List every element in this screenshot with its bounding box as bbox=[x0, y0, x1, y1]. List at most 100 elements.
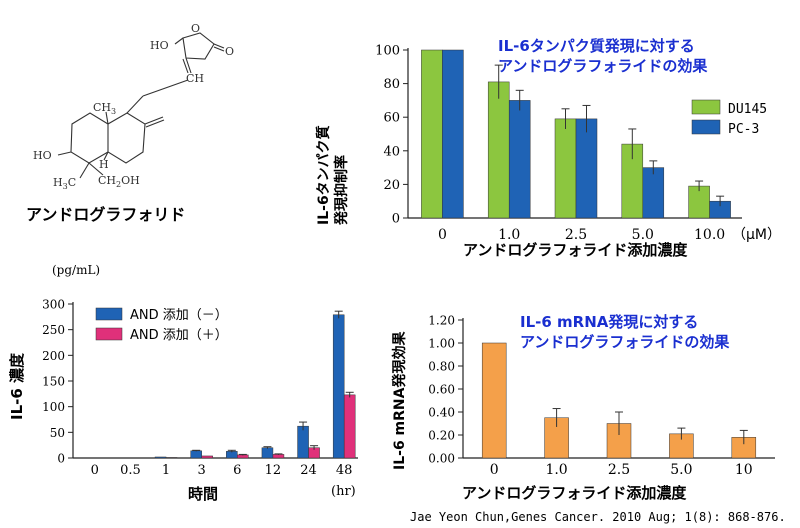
c1-bar bbox=[487, 81, 510, 219]
c1-category-label: 1.0 bbox=[498, 227, 520, 243]
c2-legend-label: AND 添加（－） bbox=[130, 308, 228, 323]
c1-legend-swatch bbox=[691, 99, 721, 115]
chart1-title-line1: IL-6タンパク質発現に対する bbox=[498, 37, 695, 55]
chart2-unit-top: (pg/mL) bbox=[52, 263, 100, 277]
atom-ch3-b: H3C bbox=[53, 176, 76, 191]
chart1-ylabel: IL-6タンパク質 発現抑制率 bbox=[315, 125, 350, 226]
c2-legend-swatch bbox=[95, 327, 123, 341]
c3-ytick-label: 1.00 bbox=[428, 337, 455, 351]
atom-ho-left: HO bbox=[33, 149, 52, 162]
citation: Jae Yeon Chun,Genes Cancer. 2010 Aug; 1(… bbox=[410, 510, 786, 524]
c1-legend-label: PC-3 bbox=[728, 122, 759, 137]
c3-category-label: 5.0 bbox=[670, 462, 692, 478]
c1-bar bbox=[508, 100, 531, 219]
c1-bar bbox=[642, 167, 665, 219]
c3-bar bbox=[481, 342, 507, 459]
atom-o-ring: O bbox=[191, 22, 200, 35]
c2-bar bbox=[332, 314, 345, 459]
c3-category-label: 10 bbox=[735, 462, 753, 478]
keto-bond bbox=[213, 43, 225, 49]
chart1-ylabel-line2: 発現抑制率 bbox=[333, 155, 350, 226]
c2-category-label: 12 bbox=[265, 463, 282, 478]
c2-bar bbox=[154, 456, 167, 459]
chart2-unit: (hr) bbox=[331, 484, 356, 499]
chart1-unit: （μM） bbox=[732, 227, 781, 243]
mrna-expression-chart: IL-6 mRNA発現効果 IL-6 mRNA発現に対する アンドログラフォライ… bbox=[391, 313, 775, 502]
c3-category-label: 1.0 bbox=[545, 462, 567, 478]
atom-ch3-a: CH3 bbox=[93, 101, 116, 116]
chart3-xlabel: アンドログラフォライド添加濃度 bbox=[462, 484, 687, 502]
c3-ytick-label: 0.20 bbox=[428, 429, 455, 443]
c3-category-label: 0 bbox=[490, 462, 499, 478]
c2-ytick-label: 200 bbox=[42, 349, 65, 363]
il6-concentration-chart: (pg/mL) IL-6 濃度 時間 (hr) 0 50 100 150 200 250 3… bbox=[8, 263, 358, 503]
ring-a bbox=[70, 112, 109, 164]
c1-bar bbox=[442, 49, 464, 219]
chart2-xlabel: 時間 bbox=[188, 485, 218, 503]
andrographolide-structure bbox=[57, 32, 225, 179]
atom-ho-top: HO bbox=[150, 39, 169, 52]
atom-h: H bbox=[99, 158, 109, 171]
chart3-ylabel: IL-6 mRNA発現効果 bbox=[391, 331, 408, 470]
molecule-name: アンドログラフォリド bbox=[26, 205, 185, 224]
lactone-ring bbox=[182, 32, 215, 60]
chart2-ylabel: IL-6 濃度 bbox=[8, 352, 26, 420]
c1-category-label: 2.5 bbox=[565, 227, 587, 243]
chart1-ylabel-line1: IL-6タンパク質 bbox=[315, 125, 332, 225]
chart3-title-line1: IL-6 mRNA発現に対する bbox=[520, 313, 698, 331]
c1-legend-swatch bbox=[691, 119, 721, 135]
exocyclic-bond bbox=[185, 57, 192, 74]
c2-category-label: 6 bbox=[233, 463, 241, 478]
c2-bar bbox=[190, 450, 202, 459]
c3-category-label: 2.5 bbox=[608, 462, 630, 478]
ho-bond bbox=[174, 37, 184, 45]
c3-ytick-label: 0.40 bbox=[428, 406, 455, 420]
c2-category-label: 3 bbox=[198, 463, 206, 478]
c2-ytick-label: 250 bbox=[42, 323, 65, 337]
c2-category-label: 1 bbox=[162, 463, 170, 478]
c2-bar bbox=[165, 457, 178, 459]
molecule-atom-labels: HO O O CH CH3 HO H H3C CH2OH bbox=[33, 22, 234, 191]
c1-bar bbox=[421, 49, 443, 219]
protein-inhibition-chart: IL-6タンパク質 発現抑制率 IL-6タンパク質発現に対する アンドログラフォ… bbox=[315, 37, 781, 259]
atom-ch2oh: CH2OH bbox=[98, 174, 140, 189]
c2-category-label: 0 bbox=[91, 463, 99, 478]
c1-category-label: 0 bbox=[438, 227, 447, 243]
c2-bar bbox=[343, 394, 356, 459]
c1-category-label: 10.0 bbox=[694, 227, 725, 243]
c2-bar bbox=[201, 455, 213, 459]
c1-category-label: 5.0 bbox=[632, 227, 654, 243]
c2-bar bbox=[297, 425, 309, 459]
c1-ytick-label: 60 bbox=[383, 111, 400, 126]
c2-ytick-label: 50 bbox=[50, 426, 65, 440]
c1-bar bbox=[554, 118, 577, 219]
c1-legend-label: DU145 bbox=[728, 102, 767, 117]
c2-ytick-label: 150 bbox=[42, 375, 65, 389]
c1-ytick-label: 0 bbox=[392, 212, 400, 227]
c1-ytick-label: 40 bbox=[383, 144, 400, 159]
c2-category-label: 0.5 bbox=[120, 463, 141, 478]
atom-ch: CH bbox=[186, 72, 204, 85]
c1-bar bbox=[575, 118, 598, 219]
ring-b bbox=[107, 112, 146, 164]
c2-bar bbox=[272, 454, 285, 459]
c3-ytick-label: 0.80 bbox=[428, 360, 455, 374]
c2-ytick-label: 0 bbox=[57, 452, 65, 466]
atom-o-keto: O bbox=[225, 45, 234, 58]
c2-legend-label: AND 添加（＋） bbox=[130, 328, 228, 343]
c2-legend-swatch bbox=[95, 307, 123, 321]
c2-ytick-label: 100 bbox=[42, 400, 65, 414]
c1-ytick-label: 20 bbox=[383, 178, 400, 193]
c3-ytick-label: 1.20 bbox=[428, 314, 455, 328]
c2-bar bbox=[261, 447, 274, 459]
chart1-xlabel: アンドログラフォライド添加濃度 bbox=[463, 241, 688, 259]
c3-ytick-label: 0.60 bbox=[428, 383, 455, 397]
c3-ytick-label: 0.00 bbox=[428, 452, 455, 466]
c1-ytick-label: 100 bbox=[375, 44, 400, 59]
c2-category-label: 24 bbox=[300, 463, 317, 478]
c2-category-label: 48 bbox=[336, 463, 353, 478]
c2-ytick-label: 300 bbox=[42, 298, 65, 312]
c1-ytick-label: 80 bbox=[383, 77, 400, 92]
chart3-title-line2: アンドログラフォライドの効果 bbox=[520, 333, 730, 351]
